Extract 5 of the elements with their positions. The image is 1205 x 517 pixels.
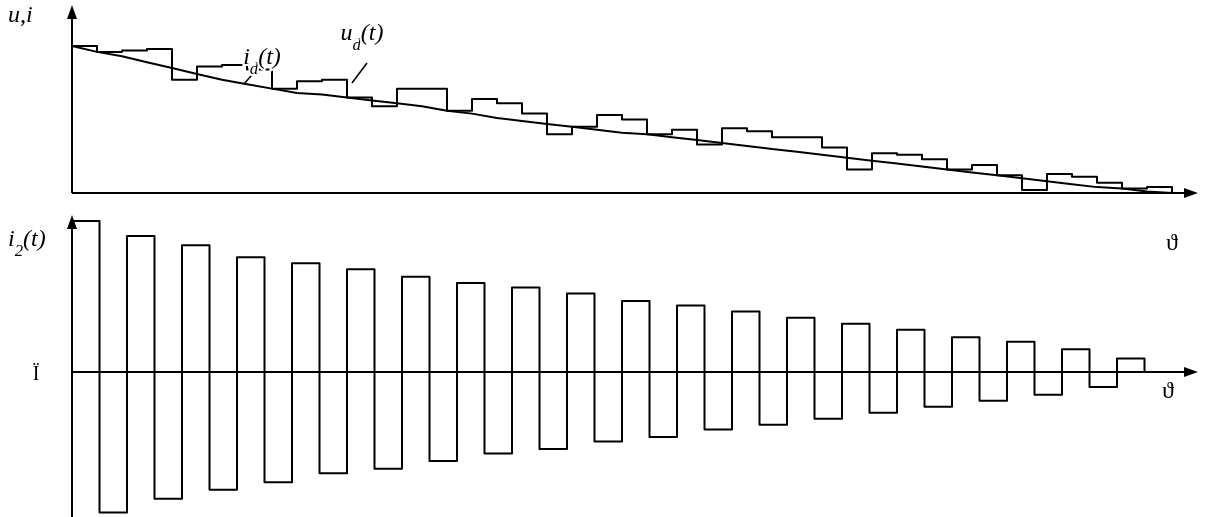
y-axis-title: u,i bbox=[8, 1, 33, 27]
y-axis-title: i$_{2}$(t) bbox=[8, 225, 46, 260]
x-axis-title: ϑ bbox=[1162, 377, 1174, 403]
text: Ï bbox=[32, 362, 40, 384]
x-axis-title: ϑ bbox=[1166, 229, 1178, 255]
